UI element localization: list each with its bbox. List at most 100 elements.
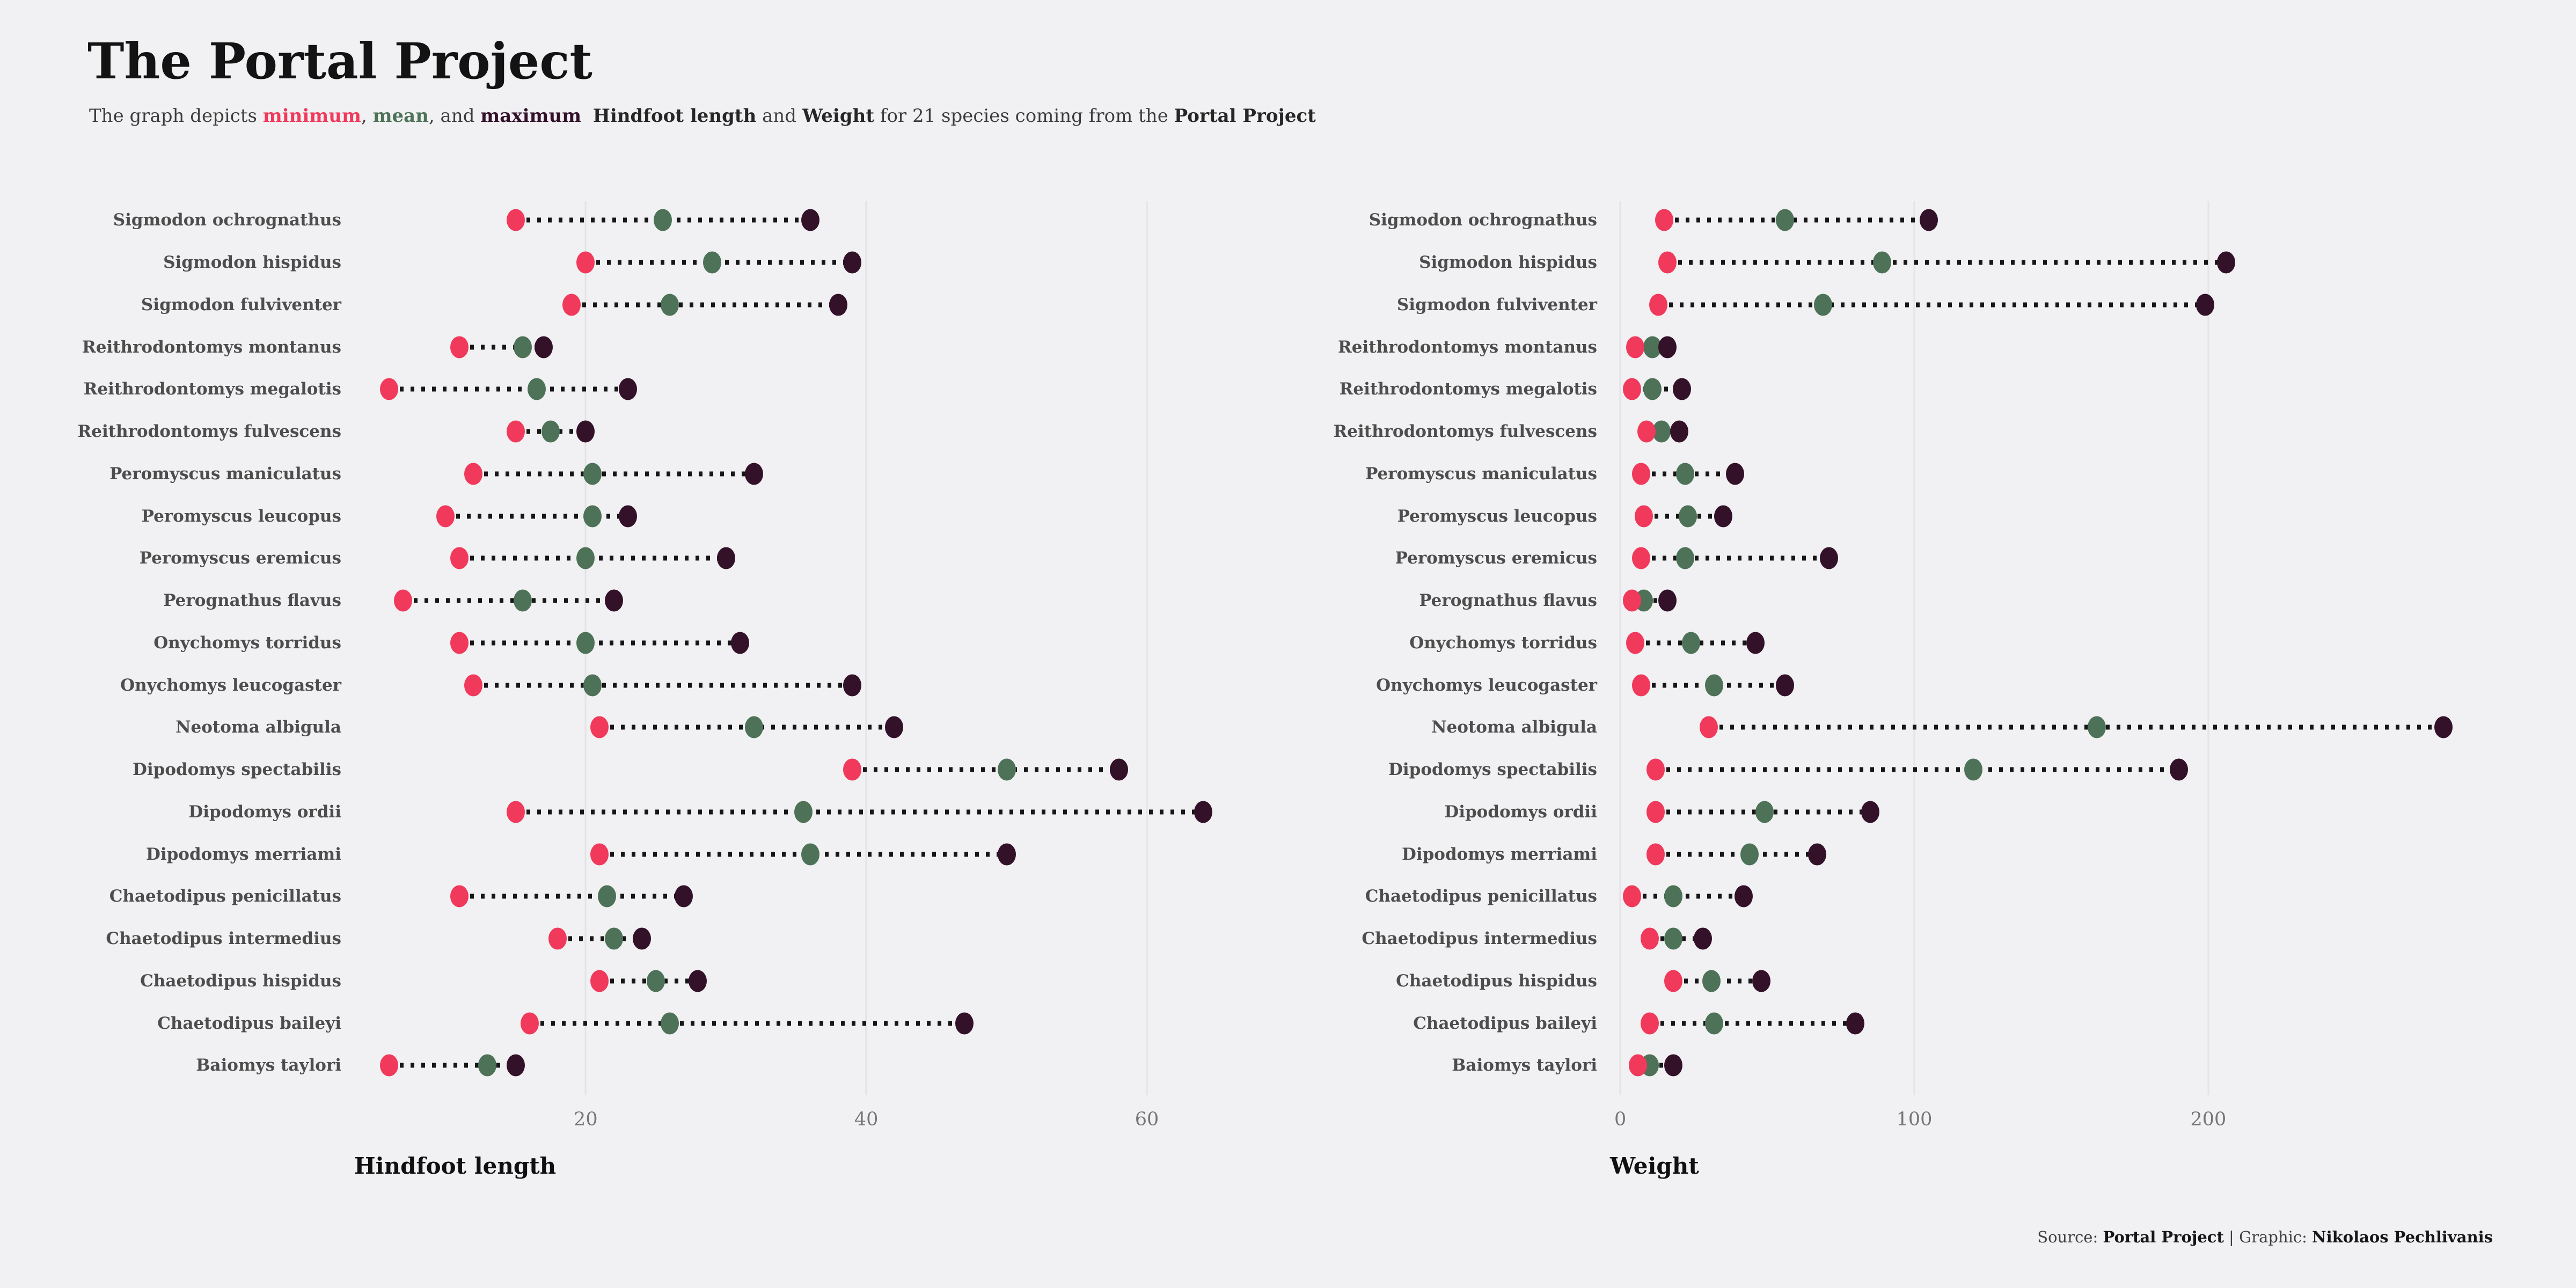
range-line xyxy=(459,345,544,350)
species-label: Onychomys torridus xyxy=(1409,633,1597,653)
gridline xyxy=(2207,201,2209,1095)
max-dot xyxy=(997,843,1016,866)
text-fragment: minimum xyxy=(262,105,361,127)
species-label: Dipodomys spectabilis xyxy=(132,760,341,780)
max-dot xyxy=(632,927,651,950)
mean-dot xyxy=(513,589,532,612)
range-line xyxy=(515,809,1203,815)
max-dot xyxy=(506,1054,525,1077)
mean-dot xyxy=(1702,970,1721,992)
mean-dot xyxy=(1679,505,1697,528)
max-dot xyxy=(1752,970,1771,992)
max-dot xyxy=(1861,801,1879,823)
dumbbell-row xyxy=(354,368,1245,411)
text-fragment: Hindfoot length xyxy=(592,105,757,127)
max-dot xyxy=(689,970,707,992)
max-dot xyxy=(1714,505,1732,528)
species-label: Onychomys torridus xyxy=(153,633,341,653)
max-dot xyxy=(955,1012,974,1035)
mean-dot xyxy=(1681,632,1700,654)
species-label: Reithrodontomys megalotis xyxy=(83,379,341,399)
dumbbell-row xyxy=(354,580,1245,622)
text-fragment: Weight xyxy=(802,105,875,127)
max-dot xyxy=(829,294,847,316)
dumbbell-row xyxy=(354,622,1245,664)
weight-plot-area: Weight 0 100 200 xyxy=(1610,199,2501,1179)
species-label-column: Sigmodon ochrognathus Sigmodon hispidus Si… xyxy=(1333,199,1610,1087)
dumbbell-row xyxy=(354,875,1245,918)
axis-tick-label: 20 xyxy=(574,1109,598,1130)
mean-dot xyxy=(1964,758,1982,781)
page-subtitle: The graph depicts minimum, mean, and max… xyxy=(89,105,1316,127)
max-dot xyxy=(1673,378,1692,400)
species-label: Chaetodipus penicillatus xyxy=(109,887,341,906)
mean-dot xyxy=(794,801,813,823)
species-label: Chaetodipus baileyi xyxy=(157,1013,341,1033)
dumbbell-row xyxy=(1610,1044,2501,1087)
min-dot xyxy=(1646,801,1665,823)
min-dot xyxy=(506,801,525,823)
gridline xyxy=(1913,201,1915,1095)
mean-dot xyxy=(1664,927,1682,950)
dumbbell-row xyxy=(1610,241,2501,284)
dumbbell-row xyxy=(354,453,1245,495)
dumbbell-row xyxy=(354,411,1245,453)
species-label: Sigmodon hispidus xyxy=(1419,253,1597,273)
mean-dot xyxy=(745,716,764,738)
min-dot xyxy=(1629,1054,1648,1077)
species-label: Onychomys leucogaster xyxy=(1376,675,1597,695)
text-fragment: The graph depicts xyxy=(89,105,263,127)
min-dot xyxy=(450,547,469,569)
min-dot xyxy=(1626,336,1644,358)
dumbbell-row xyxy=(354,241,1245,284)
min-dot xyxy=(506,420,525,443)
species-label: Neotoma albigula xyxy=(1431,718,1597,737)
mean-dot xyxy=(1675,463,1694,485)
species-label: Sigmodon fulviventer xyxy=(141,295,341,314)
species-label: Peromyscus maniculatus xyxy=(1365,464,1597,484)
species-label: Peromyscus leucopus xyxy=(1397,506,1597,526)
mean-dot xyxy=(576,632,595,654)
range-line xyxy=(473,471,755,477)
range-line xyxy=(1649,1021,1856,1026)
max-dot xyxy=(2434,716,2453,738)
species-label: Sigmodon ochrognathus xyxy=(1368,210,1597,230)
min-dot xyxy=(1631,674,1650,697)
dumbbell-row xyxy=(354,537,1245,580)
max-dot xyxy=(2196,294,2215,316)
max-dot xyxy=(1820,547,1839,569)
species-label: Sigmodon fulviventer xyxy=(1396,295,1597,314)
min-dot xyxy=(506,209,525,231)
max-dot xyxy=(604,589,623,612)
text-fragment: Nikolaos Pechlivanis xyxy=(2312,1228,2493,1246)
dumbbell-row xyxy=(1610,537,2501,580)
species-label: Peromyscus eremicus xyxy=(139,548,341,568)
min-dot xyxy=(394,589,413,612)
dumbbell-row xyxy=(354,199,1245,241)
species-label: Reithrodontomys fulvescens xyxy=(77,422,341,442)
max-dot xyxy=(1846,1012,1865,1035)
dumbbell-row xyxy=(354,791,1245,833)
weight-chart: Sigmodon ochrognathus Sigmodon hispidus Si… xyxy=(1333,199,2501,1179)
species-label: Chaetodipus intermedius xyxy=(1362,929,1597,949)
range-line xyxy=(445,514,628,519)
dumbbell-row xyxy=(354,1002,1245,1044)
x-axis-title: Hindfoot length xyxy=(354,1153,557,1179)
dumbbell-row xyxy=(1610,833,2501,875)
max-dot xyxy=(534,336,553,358)
max-dot xyxy=(1194,801,1212,823)
dumbbell-row xyxy=(1610,664,2501,706)
mean-dot xyxy=(583,505,602,528)
text-fragment: | xyxy=(2223,1228,2240,1246)
min-dot xyxy=(1646,758,1665,781)
max-dot xyxy=(1746,632,1765,654)
max-dot xyxy=(843,674,862,697)
species-label: Reithrodontomys montanus xyxy=(1337,337,1597,357)
dumbbell-row xyxy=(1610,326,2501,368)
species-label: Reithrodontomys megalotis xyxy=(1339,379,1597,399)
dumbbell-row xyxy=(354,960,1245,1002)
min-dot xyxy=(1631,463,1650,485)
dumbbell-row xyxy=(1610,918,2501,960)
max-dot xyxy=(843,251,862,274)
